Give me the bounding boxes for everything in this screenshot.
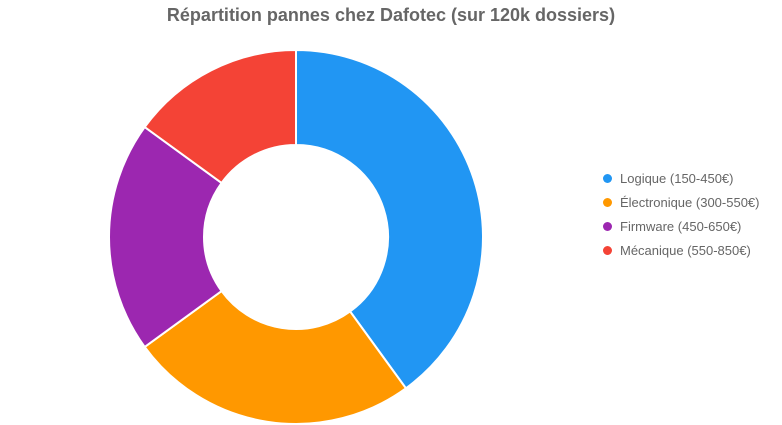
legend: Logique (150-450€) Électronique (300-550€… <box>603 166 759 262</box>
legend-marker <box>603 173 612 183</box>
legend-marker <box>603 197 612 207</box>
slice-2[interactable] <box>108 125 223 349</box>
slice-0[interactable] <box>295 48 484 390</box>
slice-3[interactable] <box>143 48 297 185</box>
chart-title: Répartition pannes chez Dafotec (sur 120… <box>166 5 616 25</box>
slice-1[interactable] <box>143 289 408 425</box>
legend-item[interactable]: Mécanique (550-850€) <box>603 238 759 262</box>
legend-label: Logique (150-450€) <box>620 170 734 186</box>
legend-item[interactable]: Logique (150-450€) <box>603 166 759 190</box>
legend-label: Mécanique (550-850€) <box>620 242 751 258</box>
legend-item[interactable]: Firmware (450-650€) <box>603 214 759 238</box>
legend-label: Électronique (300-550€) <box>620 194 760 210</box>
legend-item[interactable]: Électronique (300-550€) <box>603 190 759 214</box>
legend-label: Firmware (450-650€) <box>620 218 742 234</box>
legend-marker <box>603 221 612 231</box>
legend-marker <box>603 245 612 255</box>
